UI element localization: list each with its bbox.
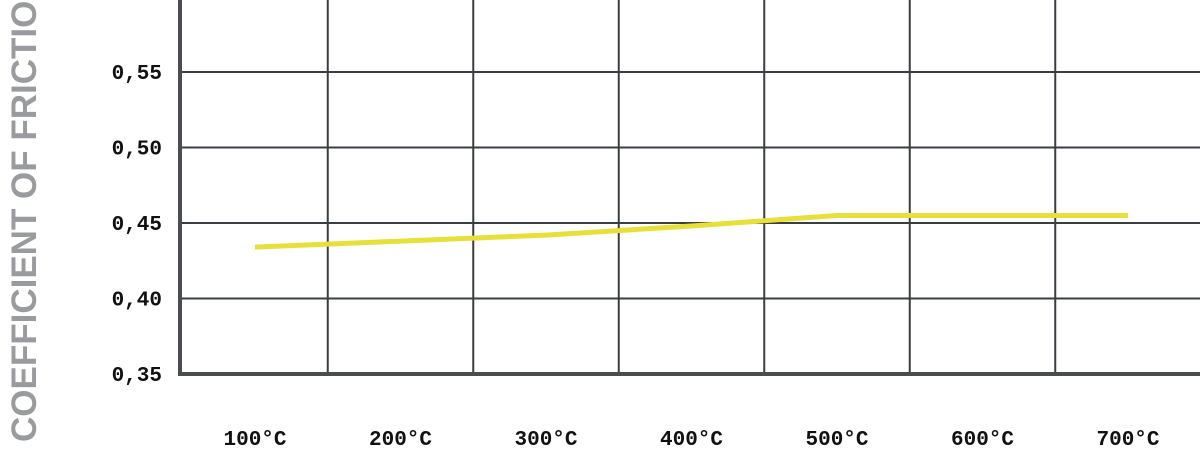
series	[254, 212, 1128, 250]
y-tick-label: 0,45	[112, 214, 162, 237]
series-line	[254, 212, 1128, 250]
axes	[178, 0, 1200, 376]
x-tick-label: 600°C	[951, 429, 1014, 452]
x-tick-label: 100°C	[223, 429, 286, 452]
x-tick-label: 700°C	[1096, 429, 1159, 452]
x-tick-label: 300°C	[514, 429, 577, 452]
x-tick-label: 400°C	[660, 429, 723, 452]
y-tick-label: 0,40	[112, 290, 162, 313]
x-tick-label: 200°C	[369, 429, 432, 452]
x-tick-label: 500°C	[805, 429, 868, 452]
y-tick-labels: 0,35 0,40 0,45 0,50 0,55	[112, 63, 162, 388]
y-tick-label: 0,50	[112, 139, 162, 162]
grid	[180, 0, 1200, 374]
x-tick-labels: 100°C 200°C 300°C 400°C 500°C 600°C 700°C	[223, 429, 1159, 452]
y-axis-label: COEFFICIENT OF FRICTION	[5, 0, 44, 442]
y-tick-label: 0,35	[112, 365, 162, 388]
y-tick-label: 0,55	[112, 63, 162, 86]
